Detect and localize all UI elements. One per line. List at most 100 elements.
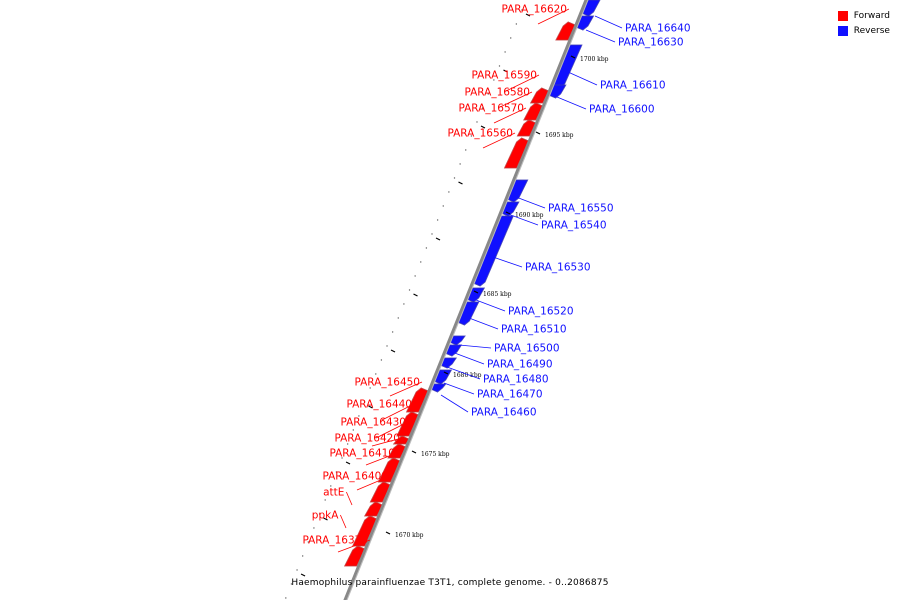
scale-tick-mark [385, 531, 391, 535]
minor-tick [413, 293, 418, 297]
guide-dot [403, 303, 405, 305]
gene-leader-line [346, 491, 353, 506]
gene-feature[interactable] [472, 215, 514, 287]
gene-leader-line [475, 299, 506, 312]
gene-leader-line [389, 381, 423, 397]
scale-tick-label: 1670 kbp [395, 532, 424, 539]
gene-label[interactable]: PARA_16580 [464, 87, 530, 99]
gene-label[interactable]: PARA_16600 [589, 104, 655, 116]
gene-label[interactable]: PARA_16480 [483, 374, 549, 386]
gene-label[interactable]: PARA_16420 [334, 433, 400, 445]
minor-tick [323, 517, 328, 521]
guide-dot [504, 51, 506, 53]
gene-leader-line [556, 96, 587, 110]
guide-dot [431, 233, 433, 235]
gene-leader-line [371, 437, 403, 447]
genome-backbone [343, 0, 588, 600]
guide-dot [493, 79, 495, 81]
guide-dot [476, 121, 478, 123]
gene-label[interactable]: PARA_16530 [525, 262, 591, 274]
guide-dot [481, 107, 484, 109]
gene-label[interactable]: PARA_16570 [458, 103, 524, 115]
guide-dot [515, 23, 518, 25]
reverse-swatch [837, 25, 848, 36]
genome-backbone-shadow [346, 0, 589, 600]
legend-forward: Forward [837, 8, 890, 23]
scale-tick-label: 1675 kbp [421, 451, 450, 458]
gene-labels: PARA_16640 PARA_16630 PARA_16620 PARA_16610… [302, 4, 691, 553]
gene-leader-line [499, 91, 533, 108]
guide-dot [352, 429, 354, 431]
gene-leader-line [375, 421, 409, 439]
scale-tick-mark [535, 131, 541, 135]
gene-leader-line [594, 15, 623, 29]
gene-label[interactable]: PARA_16620 [501, 4, 567, 16]
gene-label[interactable]: PARA_16550 [548, 203, 614, 215]
gene-label[interactable]: PARA_16610 [600, 80, 666, 92]
minor-tick [345, 461, 351, 465]
genome-caption: Haemophilus parainfluenzae T3T1, complet… [291, 578, 609, 588]
gene-label[interactable]: PARA_16500 [494, 343, 560, 355]
legend-reverse: Reverse [837, 23, 890, 38]
gene-label[interactable]: PARA_16490 [487, 359, 553, 371]
gene-label[interactable]: PARA_16520 [508, 306, 574, 318]
guide-dot [470, 135, 473, 137]
gene-label[interactable]: attE [323, 487, 344, 499]
guide-dots [285, 9, 531, 599]
gene-label[interactable]: ppkA [312, 510, 339, 522]
scale-tick-label: 1690 kbp [515, 212, 544, 219]
minor-tick [458, 181, 463, 185]
gene-leader-line [340, 514, 347, 529]
gene-label[interactable]: PARA_16470 [477, 389, 543, 401]
gene-label[interactable]: PARA_16540 [541, 220, 607, 232]
gene-label[interactable]: PARA_16410 [329, 448, 395, 460]
guide-dot [386, 345, 388, 347]
minor-tick [525, 13, 531, 17]
scale-tick-mark [505, 211, 511, 215]
gene-leader-line [493, 107, 527, 124]
scale-tick-label: 1680 kbp [453, 372, 482, 379]
scale-tick-label: 1695 kbp [545, 132, 574, 139]
minor-tick [300, 573, 306, 577]
gene-label[interactable]: PARA_16630 [618, 37, 684, 49]
gene-leader-line [567, 71, 598, 86]
guide-dot [285, 597, 287, 599]
guide-dot [459, 163, 461, 165]
guide-dot [290, 583, 293, 585]
gene-label[interactable]: PARA_16460 [471, 407, 537, 419]
gene-label[interactable]: PARA_16640 [625, 23, 691, 35]
gene-label[interactable]: PARA_16590 [471, 70, 537, 82]
guide-dot [448, 191, 450, 193]
guide-dot [521, 9, 523, 11]
guide-dot [335, 471, 338, 473]
guide-dot [307, 541, 310, 543]
minor-tick [368, 405, 373, 409]
gene-leader-line [468, 317, 499, 330]
gene-leader-line [443, 382, 475, 395]
scale-tick-mark [473, 290, 479, 294]
gene-label[interactable]: PARA_16560 [447, 128, 513, 140]
gene-leader-line [585, 29, 616, 43]
gene-label[interactable]: PARA_16400 [322, 471, 388, 483]
scale-tick-mark [443, 371, 449, 375]
guide-dot [425, 247, 428, 249]
gene-leader-line [492, 256, 523, 268]
gene-leader-line [446, 366, 481, 380]
legend-reverse-label: Reverse [853, 25, 890, 36]
minor-tick [390, 349, 396, 353]
gene-leader-line [507, 213, 539, 226]
gene-label[interactable]: PARA_16510 [501, 324, 567, 336]
gene-label[interactable]: PARA_16440 [346, 399, 412, 411]
guide-dot [318, 513, 321, 515]
legend-forward-label: Forward [853, 10, 890, 21]
gene-leader-line [458, 344, 492, 349]
gene-label[interactable]: PARA_16430 [340, 417, 406, 429]
guide-dot [391, 331, 394, 333]
guide-dot [414, 275, 416, 277]
gene-label[interactable]: PARA_16450 [354, 377, 420, 389]
guide-dot [313, 527, 315, 529]
guide-dot [436, 219, 439, 221]
gene-label[interactable]: PARA_16370 [302, 535, 368, 547]
scale-tick-label: 1685 kbp [483, 291, 512, 298]
gene-leader-line [381, 403, 415, 421]
